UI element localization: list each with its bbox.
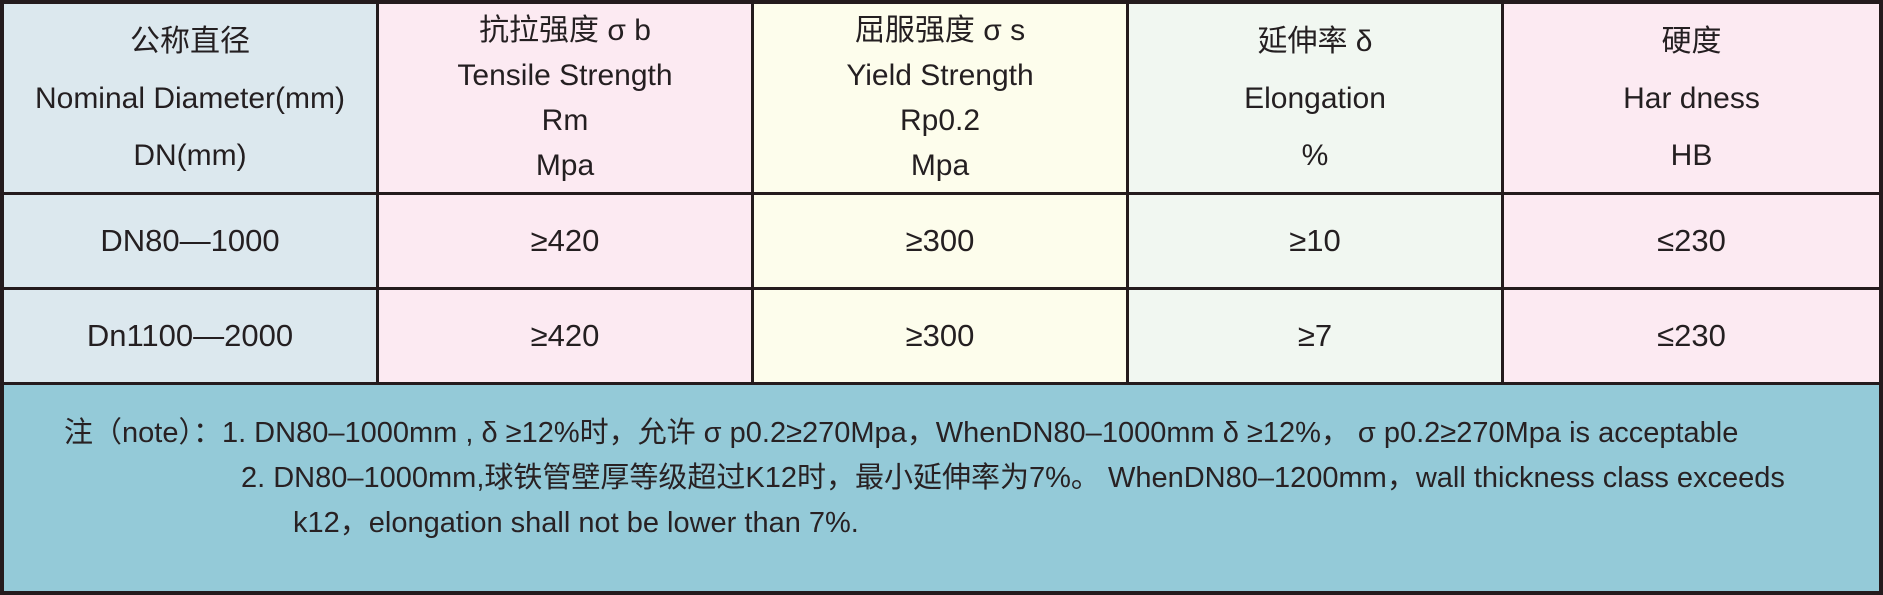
header-line-en: Har dness xyxy=(1623,81,1760,115)
header-cell-tensile-strength: 抗拉强度 σ b Tensile Strength Rm Mpa xyxy=(379,4,754,195)
header-line-cn: 抗拉强度 σ b xyxy=(479,14,651,47)
cell-yield-value-2: ≥300 xyxy=(754,290,1129,385)
header-line-en: Tensile Strength xyxy=(457,59,673,92)
cell-diameter-range-1: DN80—1000 xyxy=(4,195,379,290)
cell-tensile-value-2: ≥420 xyxy=(379,290,754,385)
header-cell-elongation: 延伸率 δ Elongation % xyxy=(1129,4,1504,195)
cell-tensile-value-1: ≥420 xyxy=(379,195,754,290)
header-line-unit: HB xyxy=(1670,138,1713,172)
cell-hardness-value-1: ≤230 xyxy=(1504,195,1879,290)
note-line-1: 注（note）：1. DN80–1000mm , δ ≥12%时，允许 σ p0… xyxy=(64,417,1739,449)
header-line-symbol: Rm xyxy=(541,104,589,137)
header-line-cn: 硬度 xyxy=(1661,24,1722,58)
header-line-cn: 公称直径 xyxy=(130,24,250,58)
header-line-en: Nominal Diameter(mm) xyxy=(34,81,346,115)
header-cell-nominal-diameter: 公称直径 Nominal Diameter(mm) DN(mm) xyxy=(4,4,379,195)
cell-diameter-range-2: Dn1100—2000 xyxy=(4,290,379,385)
header-line-unit: Mpa xyxy=(535,149,595,182)
header-line-cn: 延伸率 δ xyxy=(1257,24,1373,58)
note-section: 注（note）：1. DN80–1000mm , δ ≥12%时，允许 σ p0… xyxy=(4,385,1879,591)
header-line-unit: Mpa xyxy=(910,149,970,182)
cell-hardness-value-2: ≤230 xyxy=(1504,290,1879,385)
header-line-cn: 屈服强度 σ s xyxy=(854,14,1026,47)
header-cell-yield-strength: 屈服强度 σ s Yield Strength Rp0.2 Mpa xyxy=(754,4,1129,195)
cell-yield-value-1: ≥300 xyxy=(754,195,1129,290)
header-line-en: Yield Strength xyxy=(846,59,1034,92)
note-line-2: 2. DN80–1000mm,球铁管壁厚等级超过K12时，最小延伸率为7%。 W… xyxy=(241,462,1785,494)
note-line-3: k12，elongation shall not be lower than 7… xyxy=(293,507,859,539)
cell-elongation-value-1: ≥10 xyxy=(1129,195,1504,290)
header-line-unit: % xyxy=(1301,138,1329,172)
header-line-symbol: Rp0.2 xyxy=(899,104,981,137)
properties-table: 公称直径 Nominal Diameter(mm) DN(mm) 抗拉强度 σ … xyxy=(4,4,1879,385)
cell-elongation-value-2: ≥7 xyxy=(1129,290,1504,385)
header-line-unit: DN(mm) xyxy=(133,138,247,172)
header-line-en: Elongation xyxy=(1244,81,1386,115)
header-cell-hardness: 硬度 Har dness HB xyxy=(1504,4,1879,195)
